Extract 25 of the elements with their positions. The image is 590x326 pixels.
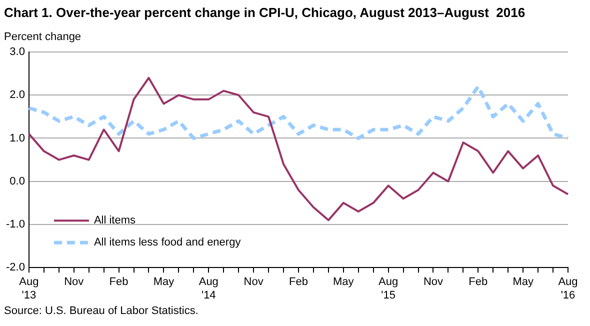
- source-note: Source: U.S. Bureau of Labor Statistics.: [4, 305, 198, 317]
- x-tick-label: Feb: [109, 276, 128, 288]
- x-tick-label: Aug '15: [378, 276, 398, 302]
- x-tick-label: Nov: [423, 276, 444, 288]
- y-tick-label: 2.0: [10, 89, 25, 102]
- line-series: [27, 84, 570, 140]
- chart-title: Chart 1. Over-the-year percent change in CPI-U, Chicago, August 2013–August 2016: [4, 5, 526, 20]
- y-tick-label: -2.0: [6, 262, 25, 274]
- x-tick-label: May: [333, 276, 354, 288]
- x-tick-label: Feb: [288, 276, 308, 288]
- x-tick-label: Aug '13: [19, 276, 39, 302]
- x-tick-label: May: [153, 276, 175, 288]
- x-tick-label: Nov: [64, 276, 84, 288]
- legend-label: All items: [94, 214, 136, 227]
- x-tick-label: Feb: [468, 276, 488, 288]
- y-tick-label: 1.0: [10, 132, 25, 144]
- x-tick-label: Aug '16: [558, 276, 578, 302]
- y-tick-label: -1.0: [6, 218, 25, 231]
- y-tick-label: 3.0: [10, 46, 25, 58]
- x-tick-label: May: [512, 276, 534, 288]
- legend-label: All items less food and energy: [94, 236, 242, 249]
- x-tick-label: Aug '14: [198, 276, 218, 302]
- x-tick-label: Nov: [244, 276, 264, 288]
- y-axis-title: Percent change: [4, 31, 82, 43]
- y-tick-label: 0.0: [10, 175, 25, 188]
